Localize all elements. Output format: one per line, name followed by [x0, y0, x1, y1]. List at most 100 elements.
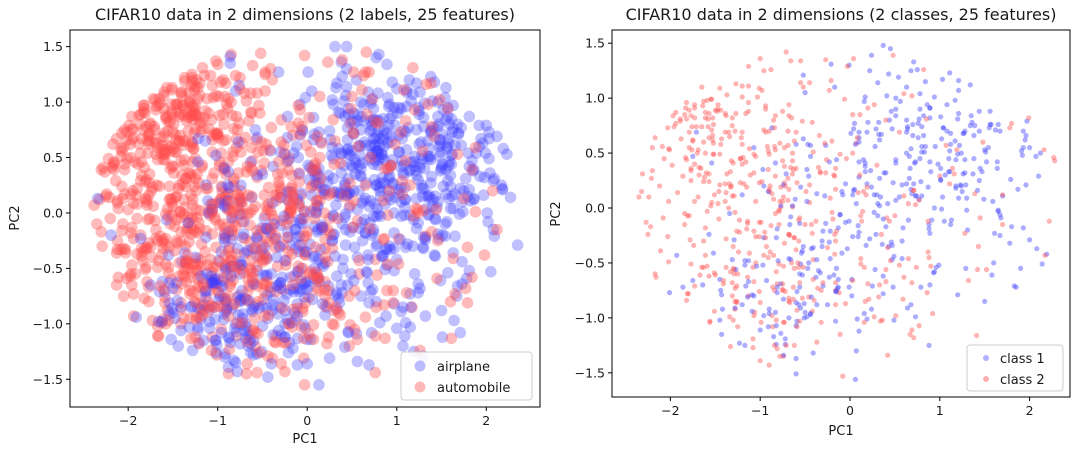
- scatter-point-airplane: [210, 149, 222, 162]
- scatter-point-class-2: [711, 192, 718, 198]
- scatter-point-airplane: [322, 169, 335, 182]
- scatter-point-automobile: [270, 230, 282, 242]
- scatter-point-class-2: [671, 124, 677, 130]
- scatter-point-automobile: [158, 148, 170, 160]
- scatter-point-class-1: [817, 270, 823, 276]
- scatter-point-class-2: [703, 170, 709, 176]
- scatter-point-class-2: [734, 299, 740, 306]
- scatter-point-class-2: [636, 194, 642, 200]
- scatter-point-automobile: [323, 212, 336, 225]
- scatter-point-automobile: [259, 85, 272, 97]
- scatter-point-class-2: [791, 235, 797, 241]
- scatter-point-class-1: [876, 131, 882, 137]
- scatter-point-class-2: [791, 235, 797, 241]
- scatter-point-automobile: [175, 87, 187, 99]
- scatter-point-class-2: [813, 218, 819, 224]
- scatter-point-airplane: [395, 181, 408, 194]
- scatter-point-class-2: [854, 135, 860, 141]
- scatter-point-class-1: [961, 130, 967, 136]
- scatter-point-automobile: [303, 291, 315, 304]
- scatter-point-airplane: [419, 233, 432, 246]
- scatter-point-automobile: [352, 140, 365, 153]
- scatter-point-automobile: [319, 300, 331, 312]
- scatter-point-class-2: [702, 115, 709, 121]
- scatter-point-class-1: [793, 323, 799, 329]
- scatter-point-class-1: [709, 160, 715, 166]
- scatter-point-class-1: [833, 157, 840, 163]
- scatter-point-automobile: [95, 226, 108, 238]
- scatter-point-class-2: [682, 210, 688, 217]
- scatter-point-airplane: [457, 206, 469, 218]
- scatter-point-automobile: [221, 203, 234, 216]
- scatter-point-automobile: [260, 232, 272, 245]
- scatter-point-airplane: [318, 185, 331, 197]
- scatter-point-automobile: [258, 285, 271, 298]
- scatter-point-airplane: [200, 231, 212, 244]
- scatter-point-class-2: [851, 56, 857, 62]
- scatter-point-airplane: [326, 234, 339, 247]
- scatter-point-class-2: [785, 142, 791, 148]
- scatter-point-class-1: [948, 221, 954, 228]
- scatter-point-automobile: [212, 196, 225, 208]
- scatter-point-automobile: [213, 255, 226, 268]
- scatter-point-airplane: [202, 195, 214, 207]
- scatter-point-automobile: [197, 278, 210, 290]
- scatter-point-airplane: [370, 240, 383, 252]
- scatter-point-airplane: [211, 272, 224, 285]
- scatter-point-class-1: [890, 284, 896, 290]
- scatter-point-automobile: [319, 233, 331, 246]
- scatter-point-class-2: [1009, 120, 1015, 126]
- scatter-point-airplane: [398, 169, 410, 182]
- scatter-point-class-2: [694, 150, 700, 156]
- scatter-point-automobile: [161, 202, 174, 215]
- scatter-point-automobile: [137, 124, 150, 136]
- scatter-point-airplane: [451, 280, 464, 292]
- scatter-point-airplane: [222, 361, 235, 373]
- scatter-point-automobile: [308, 212, 321, 225]
- scatter-point-class-2: [809, 308, 815, 314]
- scatter-point-automobile: [189, 80, 202, 93]
- scatter-point-class-1: [757, 327, 763, 333]
- y-tick-label: −0.5: [575, 255, 605, 270]
- scatter-point-automobile: [184, 94, 196, 106]
- scatter-point-automobile: [381, 284, 393, 297]
- scatter-point-automobile: [328, 319, 340, 331]
- scatter-point-automobile: [319, 290, 331, 302]
- scatter-point-class-1: [990, 198, 996, 204]
- scatter-point-airplane: [308, 262, 321, 275]
- scatter-point-class-2: [844, 63, 850, 69]
- scatter-point-class-1: [690, 277, 696, 284]
- scatter-point-class-2: [860, 188, 867, 195]
- scatter-point-class-1: [1018, 148, 1025, 154]
- scatter-point-class-1: [798, 184, 804, 190]
- scatter-point-airplane: [272, 324, 285, 337]
- scatter-point-airplane: [313, 275, 325, 288]
- scatter-point-airplane: [279, 318, 291, 330]
- scatter-point-automobile: [188, 102, 201, 115]
- scatter-point-class-2: [683, 157, 690, 163]
- scatter-point-class-2: [756, 180, 762, 186]
- scatter-point-airplane: [378, 124, 391, 136]
- scatter-point-airplane: [291, 310, 304, 322]
- scatter-point-airplane: [504, 191, 517, 204]
- scatter-point-automobile: [233, 259, 245, 271]
- scatter-point-class-1: [891, 317, 897, 323]
- scatter-point-airplane: [220, 263, 232, 276]
- scatter-point-airplane: [379, 198, 391, 210]
- scatter-point-class-1: [797, 220, 803, 226]
- scatter-point-automobile: [230, 141, 243, 154]
- scatter-point-class-1: [927, 115, 933, 121]
- scatter-point-airplane: [245, 303, 258, 316]
- scatter-point-automobile: [143, 281, 155, 294]
- scatter-point-automobile: [265, 121, 278, 134]
- scatter-point-automobile: [216, 186, 228, 198]
- scatter-point-automobile: [140, 241, 152, 254]
- scatter-point-airplane: [203, 303, 216, 316]
- scatter-point-class-2: [793, 165, 799, 171]
- scatter-point-class-2: [692, 102, 698, 108]
- scatter-point-automobile: [176, 89, 188, 102]
- scatter-point-automobile: [202, 305, 214, 318]
- scatter-point-airplane: [391, 253, 403, 266]
- scatter-point-automobile: [134, 118, 146, 131]
- scatter-point-automobile: [111, 197, 124, 209]
